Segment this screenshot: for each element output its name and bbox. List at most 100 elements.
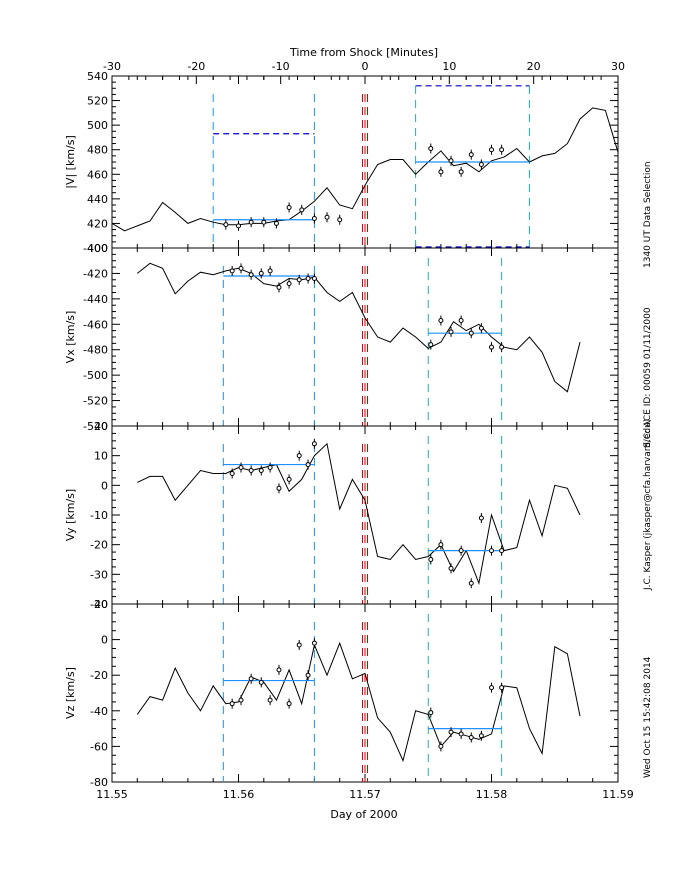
downstream-point (499, 344, 505, 350)
upstream-point (238, 265, 244, 271)
y-tick-label: -460 (83, 318, 108, 331)
upstream-point (223, 222, 229, 228)
upstream-point (248, 468, 254, 473)
upstream-point (305, 672, 311, 678)
upstream-point (267, 697, 273, 703)
downstream-point (468, 330, 474, 336)
upstream-point (276, 667, 282, 673)
y-tick-label: -420 (83, 267, 108, 280)
y-tick-label: -20 (90, 669, 108, 682)
upstream-point (324, 214, 330, 220)
data-trace (137, 442, 581, 586)
downstream-point (458, 731, 464, 737)
x-tick-label: 11.58 (476, 788, 508, 801)
y-tick-label: 0 (101, 634, 108, 647)
y-tick-label: -20 (90, 539, 108, 552)
y-tick-label: 0 (101, 479, 108, 492)
upstream-point (286, 204, 292, 210)
y-tick-label: -80 (90, 776, 108, 789)
upstream-point (258, 270, 264, 276)
side-text-spacecraft: S/C: ACE ID: 00059 01/11/2000 (643, 307, 653, 448)
panel-vz: -80 -60 -40 -20 0 20 Vz [km/s] 11.55 11.56 11.57 1… (64, 598, 634, 801)
downstream-point (458, 548, 464, 554)
upstream-point (238, 465, 244, 471)
upstream-point (286, 476, 292, 482)
downstream-point (478, 733, 484, 739)
y-tick-label: 540 (87, 70, 108, 83)
upstream-point (267, 268, 273, 274)
x-tick-label: 11.57 (349, 788, 381, 801)
y-tick-label: 20 (94, 598, 108, 611)
downstream-point (489, 685, 494, 691)
upstream-point (261, 219, 267, 225)
upstream-point (258, 468, 264, 473)
upstream-point (248, 272, 254, 278)
y-tick-label: 10 (94, 450, 108, 463)
downstream-point (458, 317, 464, 323)
upstream-point (229, 701, 235, 707)
downstream-point (468, 152, 474, 158)
side-text-data-selection: 1340 UT Data Selection (643, 161, 653, 268)
downstream-point (428, 710, 434, 716)
upstream-point (258, 679, 264, 685)
top-axis-tick-label: 10 (442, 60, 456, 73)
upstream-point (305, 276, 311, 282)
x-tick-label: 11.59 (602, 788, 634, 801)
upstream-point (248, 219, 254, 225)
y-tick-label: 420 (87, 217, 108, 230)
downstream-point (438, 743, 444, 749)
y-axis-label: Vz [km/s] (64, 667, 77, 719)
upstream-point (311, 640, 317, 646)
downstream-point (489, 147, 494, 153)
top-axis-title: Time from Shock [Minutes] (289, 46, 438, 59)
y-tick-label: 520 (87, 95, 108, 108)
y-tick-label: -440 (83, 293, 108, 306)
downstream-point (478, 515, 484, 521)
side-text-date: Wed Oct 15 15:42:08 2014 (643, 656, 653, 778)
y-tick-label: -540 (83, 420, 108, 433)
panel-vy: -40 -30 -20 -10 0 10 20 Vy [km/s] (64, 420, 619, 611)
y-tick-label: 400 (87, 242, 108, 255)
upstream-point (238, 697, 244, 703)
downstream-point (458, 169, 464, 175)
data-trace (112, 107, 618, 232)
y-tick-label: -30 (90, 568, 108, 581)
y-tick-label: 440 (87, 193, 108, 206)
upstream-point (276, 284, 282, 290)
upstream-point (305, 462, 311, 468)
panel-vx: -540 -520 -500 -480 -460 -440 -420 -400 Vx [km/s… (64, 242, 619, 433)
upstream-point (276, 485, 282, 491)
downstream-point (438, 317, 444, 323)
panel-v: 400 420 440 460 480 500 520 540 |V| [km/s] (64, 70, 619, 255)
upstream-point (229, 470, 235, 476)
upstream-point (311, 441, 317, 447)
y-tick-label: 480 (87, 144, 108, 157)
x-axis-title: Day of 2000 (330, 808, 397, 821)
y-tick-label: -480 (83, 344, 108, 357)
upstream-point (337, 217, 343, 223)
y-tick-label: 20 (94, 420, 108, 433)
downstream-point (448, 329, 454, 335)
upstream-point (229, 268, 235, 274)
y-axis-label: Vy [km/s] (64, 489, 77, 541)
y-axis-label: |V| [km/s] (64, 135, 77, 189)
upstream-point (311, 276, 317, 282)
downstream-point (468, 735, 474, 740)
downstream-point (428, 342, 434, 348)
top-axis-tick-label: 30 (611, 60, 625, 73)
y-tick-label: -10 (90, 509, 108, 522)
top-axis-tick-label: -10 (272, 60, 290, 73)
downstream-point (499, 147, 505, 153)
y-tick-label: 460 (87, 168, 108, 181)
top-axis-tick-label: 20 (527, 60, 541, 73)
downstream-point (428, 145, 434, 151)
top-axis-tick-label: -30 (103, 60, 121, 73)
side-text-author: J.C. Kasper (jkasper@cfa.harvard.edu) (643, 419, 653, 591)
upstream-point (299, 207, 305, 213)
upstream-point (248, 676, 254, 682)
data-trace (136, 641, 581, 763)
top-axis-tick-label: 0 (362, 60, 369, 73)
x-tick-label: 11.56 (223, 788, 255, 801)
